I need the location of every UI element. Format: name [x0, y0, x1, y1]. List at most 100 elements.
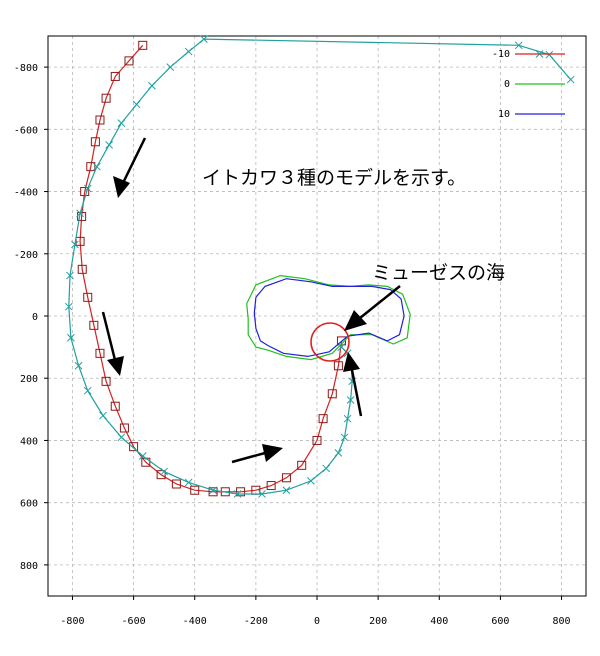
- arrow-1: [121, 137, 147, 184]
- series-line-0: [79, 44, 343, 493]
- y-tick-label-6: 400: [20, 436, 38, 447]
- y-tick-label-8: 800: [20, 561, 38, 572]
- series-0-point-30: [318, 414, 328, 424]
- series-1-point-22: [160, 467, 169, 476]
- x-tick-label-1: -600: [122, 616, 146, 627]
- y-tick-label-5: 200: [20, 374, 38, 385]
- arrow-3-head: [262, 444, 283, 462]
- series-0-point-7: [80, 187, 90, 197]
- series-1-point-25: [233, 490, 242, 498]
- series-0-point-12: [89, 320, 99, 330]
- series-0-point-6: [86, 162, 96, 172]
- series-1-point-20: [117, 433, 126, 442]
- series-1-point-31: [340, 433, 349, 442]
- arrow-4: [359, 285, 401, 319]
- x-tick-label-0: -800: [60, 616, 84, 627]
- arrow-3: [231, 451, 266, 464]
- arrow-2-head: [107, 356, 124, 376]
- series-1-point-2: [514, 41, 523, 50]
- arrows: [101, 137, 401, 464]
- series-1-point-8: [117, 119, 126, 127]
- series-1-point-15: [64, 302, 73, 311]
- series-1-point-21: [138, 452, 147, 460]
- legend: -10 0 10: [492, 49, 565, 120]
- series-1-point-30: [334, 449, 343, 457]
- series-1-point-27: [282, 486, 291, 495]
- axes: -800 -600 -400 -200 0 200 400 600 800 -800 -600 -40…: [14, 35, 587, 627]
- legend-marker-neg10: [535, 50, 544, 58]
- series-0-point-3: [101, 93, 111, 103]
- arrow-1-head: [113, 176, 130, 198]
- series-1-point-32: [343, 414, 352, 423]
- series-line-2: [246, 274, 411, 361]
- series-0-point-4: [95, 115, 105, 125]
- x-tick-label-8: 800: [553, 616, 571, 627]
- series-1-point-26: [258, 490, 266, 498]
- series-3: [253, 278, 405, 358]
- x-tick-label-3: -200: [244, 616, 268, 627]
- series-0-point-13: [95, 348, 105, 358]
- series-1-point-0: [566, 75, 575, 84]
- series-2: [246, 274, 411, 361]
- series-0-point-20: [171, 479, 181, 489]
- x-tick-label-7: 600: [491, 616, 509, 627]
- series-0-point-26: [266, 481, 276, 491]
- series-1-point-24: [209, 486, 217, 495]
- series-1-point-37: [337, 343, 346, 351]
- y-tick-label-3: -200: [14, 250, 38, 261]
- series-0-point-21: [190, 485, 200, 495]
- series-1-point-14: [66, 271, 74, 280]
- legend-label-10: 10: [498, 109, 510, 120]
- series-0-point-19: [156, 470, 166, 480]
- y-tick-label-4: 0: [32, 312, 38, 323]
- y-tick-label-0: -800: [14, 63, 38, 74]
- series-0-point-22: [208, 487, 218, 497]
- series-0-point-2: [110, 71, 120, 81]
- series-0-point-1: [124, 56, 134, 66]
- series-0-point-16: [119, 423, 129, 433]
- series-0-point-11: [83, 292, 93, 302]
- y-tick-label-7: 600: [20, 499, 38, 510]
- arrow-5-head: [343, 352, 360, 372]
- series-0-point-14: [101, 376, 111, 386]
- y-tick-label-2: -400: [14, 188, 38, 199]
- series-0-point-5: [90, 137, 100, 147]
- arrow-5: [350, 369, 363, 417]
- series-1-point-10: [93, 162, 101, 171]
- x-tick-label-4: 0: [314, 616, 320, 627]
- series-0-point-33: [336, 336, 346, 346]
- series-line-3: [253, 278, 405, 358]
- arrow-2: [101, 311, 117, 361]
- series-0-point-10: [77, 264, 87, 274]
- annotation-models: イトカワ３種のモデルを示す。: [202, 167, 466, 189]
- series-0-point-32: [333, 361, 343, 371]
- series-0-point-17: [129, 442, 139, 452]
- series-1-point-4: [184, 47, 193, 56]
- x-tick-label-5: 200: [369, 616, 387, 627]
- legend-label-neg10: -10: [492, 49, 510, 60]
- target-highlight-circle: [310, 322, 350, 362]
- series-0-point-27: [281, 473, 291, 483]
- series-1-point-9: [105, 141, 113, 149]
- series-1-point-7: [132, 100, 141, 109]
- series-0-point-31: [327, 389, 337, 399]
- series-1-point-17: [74, 361, 83, 370]
- x-tick-label-2: -400: [183, 616, 207, 627]
- series-1-point-5: [166, 63, 175, 71]
- series-0-point-24: [236, 487, 246, 497]
- legend-label-0: 0: [504, 79, 510, 90]
- y-tick-label-1: -600: [14, 125, 38, 136]
- series-0-point-29: [312, 435, 322, 445]
- series-1-point-6: [148, 81, 156, 90]
- series-0-point-28: [297, 460, 307, 470]
- series-1-point-16: [67, 333, 75, 342]
- series-0-point-0: [138, 40, 148, 50]
- series-0-point-9: [75, 236, 85, 246]
- series-1-point-33: [346, 396, 355, 404]
- arrow-4-head: [344, 310, 367, 331]
- series-0-point-15: [110, 401, 120, 411]
- annotation-muses-sea: ミューゼスの海: [372, 262, 505, 284]
- series-1-point-18: [83, 386, 92, 395]
